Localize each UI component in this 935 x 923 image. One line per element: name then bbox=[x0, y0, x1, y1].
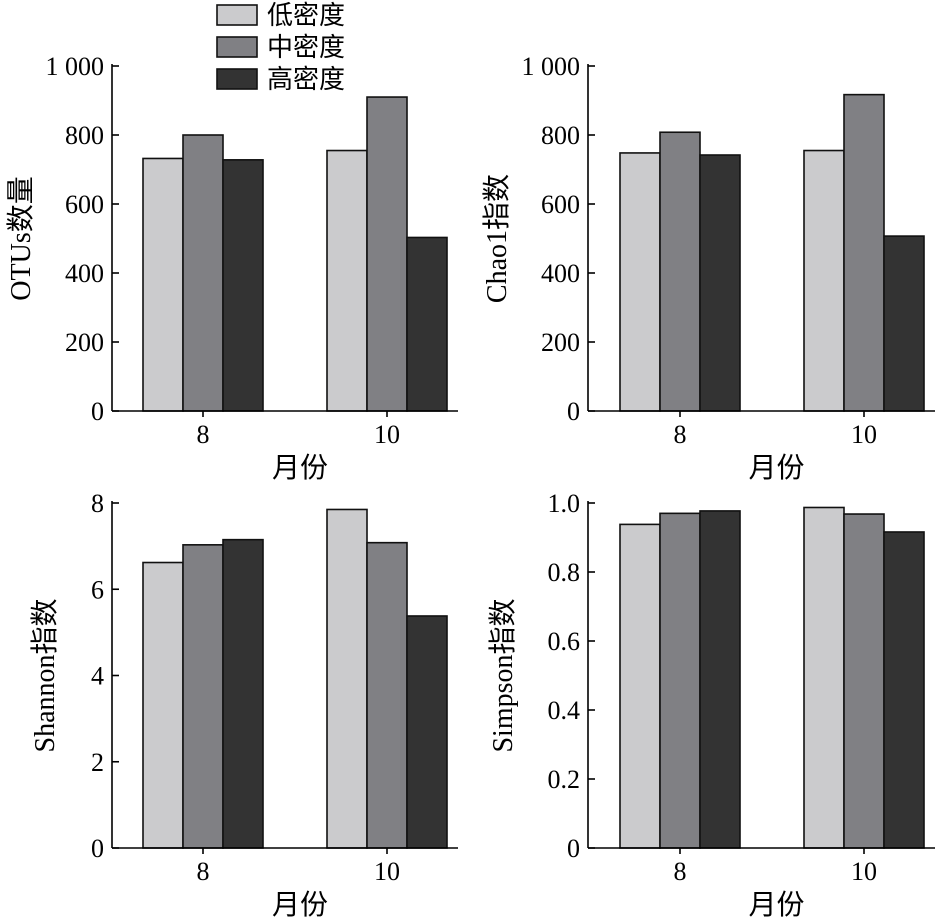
bar-高密度-10 bbox=[883, 235, 925, 412]
x-axis-title: 月份 bbox=[748, 452, 804, 484]
y-tick-label: 0.4 bbox=[548, 696, 581, 725]
panel-shannon: 0 2 4 6 8 8 10 月份 Shannon指数 bbox=[29, 489, 458, 921]
y-tick-label: 0.8 bbox=[548, 558, 581, 587]
x-axis-title: 月份 bbox=[748, 889, 804, 921]
y-tick-label: 0 bbox=[567, 397, 580, 426]
bar-高密度-8 bbox=[222, 159, 264, 412]
y-axis-title: Shannon指数 bbox=[29, 598, 61, 752]
y-tick-label: 1 000 bbox=[522, 52, 581, 81]
legend-label: 低密度 bbox=[267, 1, 345, 30]
bar-中密度-10 bbox=[843, 513, 885, 849]
x-tick-label: 10 bbox=[851, 420, 877, 449]
legend-label: 中密度 bbox=[267, 33, 345, 62]
x-axis-title: 月份 bbox=[272, 889, 328, 921]
bar-低密度-8 bbox=[619, 523, 661, 849]
y-tick-label: 1.0 bbox=[548, 489, 581, 518]
bar-低密度-8 bbox=[142, 561, 184, 849]
panel-chao1: 0 200 400 600 800 1 000 8 10 月份 Chao1指数 bbox=[481, 52, 935, 484]
y-tick-label: 800 bbox=[541, 121, 580, 150]
legend-label: 高密度 bbox=[267, 65, 345, 94]
y-tick-label: 0 bbox=[91, 397, 104, 426]
y-tick-label: 800 bbox=[65, 121, 104, 150]
bar-低密度-10 bbox=[803, 506, 845, 849]
y-tick-label: 400 bbox=[65, 259, 104, 288]
y-tick-label: 0.6 bbox=[548, 627, 581, 656]
x-tick-label: 8 bbox=[197, 420, 210, 449]
bar-中密度-10 bbox=[366, 96, 408, 412]
y-tick-label: 0 bbox=[91, 834, 104, 863]
y-axis-title: OTUs数量 bbox=[5, 176, 37, 300]
bar-中密度-10 bbox=[843, 93, 885, 412]
y-tick-label: 600 bbox=[65, 190, 104, 219]
bar-中密度-8 bbox=[182, 544, 224, 849]
bar-高密度-10 bbox=[406, 615, 448, 849]
panel-otus: 0 200 400 600 800 1 000 8 10 月份 OTUs数量 bbox=[5, 52, 458, 484]
bar-高密度-10 bbox=[883, 531, 925, 849]
y-axis-title: Chao1指数 bbox=[481, 174, 513, 303]
bar-低密度-10 bbox=[326, 149, 368, 412]
bar-高密度-10 bbox=[406, 236, 448, 412]
x-tick-label: 10 bbox=[374, 420, 400, 449]
bar-中密度-8 bbox=[659, 131, 701, 412]
x-tick-label: 8 bbox=[674, 857, 687, 886]
y-axis-title: Simpson指数 bbox=[487, 598, 519, 752]
y-tick-label: 600 bbox=[541, 190, 580, 219]
y-tick-label: 6 bbox=[91, 575, 104, 604]
legend-swatch-中密度 bbox=[216, 36, 258, 58]
y-tick-label: 0 bbox=[567, 834, 580, 863]
x-tick-label: 8 bbox=[674, 420, 687, 449]
bar-低密度-10 bbox=[326, 508, 368, 849]
y-tick-label: 2 bbox=[91, 748, 104, 777]
legend-swatch-低密度 bbox=[216, 4, 258, 26]
bar-中密度-8 bbox=[182, 134, 224, 412]
bar-中密度-10 bbox=[366, 541, 408, 849]
y-tick-label: 400 bbox=[541, 259, 580, 288]
bar-高密度-8 bbox=[699, 154, 741, 412]
bar-高密度-8 bbox=[699, 510, 741, 849]
y-tick-label: 4 bbox=[91, 662, 104, 691]
bar-低密度-10 bbox=[803, 149, 845, 412]
y-tick-label: 200 bbox=[541, 328, 580, 357]
y-tick-label: 0.2 bbox=[548, 765, 581, 794]
x-axis-title: 月份 bbox=[272, 452, 328, 484]
x-tick-label: 10 bbox=[851, 857, 877, 886]
y-tick-label: 1 000 bbox=[46, 52, 105, 81]
bar-低密度-8 bbox=[619, 152, 661, 412]
legend-swatch-高密度 bbox=[216, 68, 258, 90]
bar-中密度-8 bbox=[659, 512, 701, 849]
panel-simpson: 0 0.2 0.4 0.6 0.8 1.0 8 10 月份 Simpson指数 bbox=[487, 489, 935, 921]
x-tick-label: 8 bbox=[197, 857, 210, 886]
y-tick-label: 8 bbox=[91, 489, 104, 518]
x-tick-label: 10 bbox=[374, 857, 400, 886]
y-tick-label: 200 bbox=[65, 328, 104, 357]
bar-高密度-8 bbox=[222, 538, 264, 849]
bar-低密度-8 bbox=[142, 157, 184, 412]
